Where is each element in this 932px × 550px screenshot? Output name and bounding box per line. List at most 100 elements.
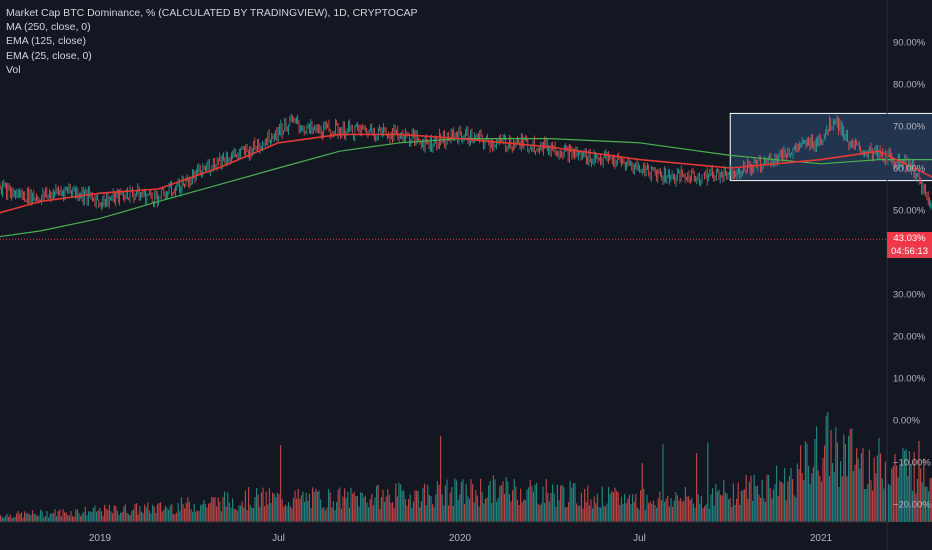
price-tick-label: −20.00% (893, 500, 931, 511)
volume-bar (105, 508, 107, 522)
volume-bar (462, 479, 464, 522)
volume-bar (699, 503, 701, 522)
ema-125-line[interactable] (0, 133, 932, 243)
volume-bar (180, 497, 182, 522)
volume-bar (790, 467, 792, 522)
volume-bar (328, 489, 330, 522)
volume-bar (289, 506, 291, 522)
volume-bar (817, 470, 819, 522)
indicator-ma-250[interactable]: MA (250, close, 0) (6, 21, 91, 34)
time-tick-label: 2020 (449, 533, 472, 544)
volume-bar (604, 506, 606, 522)
volume-bar (896, 465, 898, 522)
volume-bar (716, 491, 718, 522)
volume-bar (46, 511, 48, 522)
volume-bar (492, 475, 494, 522)
volume-bar (116, 510, 118, 522)
ma-250-line[interactable] (0, 138, 932, 244)
volume-bar (316, 491, 318, 522)
volume-bar (451, 487, 453, 522)
time-tick-label: Jul (633, 533, 646, 544)
volume-bar (417, 491, 419, 522)
volume-bar (766, 474, 768, 522)
volume-bar (921, 482, 923, 522)
volume-bar (377, 484, 379, 522)
volume-bar (83, 512, 85, 522)
volume-bar (241, 501, 243, 522)
volume-bar (752, 500, 754, 522)
volume-bar (14, 517, 16, 522)
volume-bar (97, 510, 99, 522)
volume-bar (102, 515, 104, 522)
volume-bar (393, 508, 395, 522)
volume-bar (529, 479, 531, 522)
volume-bar (38, 515, 40, 522)
volume-bar (897, 477, 899, 522)
volume-bar (825, 415, 827, 522)
indicator-ema-125[interactable]: EMA (125, close) (6, 35, 86, 48)
volume-bar (478, 506, 480, 522)
volume-bar (3, 518, 5, 522)
volume-bar (486, 497, 488, 522)
volume-bar (35, 514, 37, 522)
volume-bar (848, 435, 850, 522)
time-tick-label: 2021 (810, 533, 833, 544)
chart-legend: Market Cap BTC Dominance, % (CALCULATED … (6, 6, 418, 77)
symbol-title[interactable]: Market Cap BTC Dominance, % (CALCULATED … (6, 7, 418, 19)
price-axis[interactable]: 90.00% 80.00% 70.00% 60.00% 50.00% 30.00% 20.0… (886, 0, 931, 550)
price-tick-label: 10.00% (893, 374, 926, 385)
volume-bar (368, 507, 370, 522)
volume-bar (222, 497, 224, 522)
volume-bar (276, 492, 278, 522)
volume-bar (745, 475, 747, 522)
volume-bar (326, 507, 328, 522)
volume-bar (332, 501, 334, 522)
price-tick-label: 30.00% (893, 290, 926, 301)
volume-bar (907, 475, 909, 522)
volume-bar (430, 496, 432, 522)
volume-bar (129, 515, 131, 522)
volume-bar (849, 429, 851, 522)
volume-bar (844, 444, 846, 522)
volume-bar (576, 503, 578, 522)
volume-bar (280, 445, 282, 522)
volume-bar (179, 511, 181, 522)
indicator-volume[interactable]: Vol (6, 63, 21, 76)
volume-bar (665, 498, 667, 522)
volume-bar (560, 485, 562, 522)
volume-bar (89, 511, 91, 522)
volume-bar (547, 492, 549, 522)
time-axis[interactable]: Jul2019Jul2020Jul2021Jul2022Jul2023Jul (0, 521, 932, 544)
volume-bar (203, 500, 205, 522)
volume-bar (140, 511, 142, 522)
volume-bar (644, 510, 646, 522)
volume-bar (33, 513, 35, 522)
volume-bar (635, 494, 637, 522)
volume-bar (344, 488, 346, 522)
highlight-rectangle[interactable] (729, 112, 932, 182)
volume-bar (243, 507, 245, 522)
volume-bar (657, 498, 659, 522)
volume-bar (44, 515, 46, 522)
volume-bar (732, 483, 734, 522)
volume-bar (443, 505, 445, 522)
volume-bar (184, 508, 186, 522)
volume-bar (436, 481, 438, 522)
volume-bar (556, 484, 558, 522)
volume-bar (606, 503, 608, 522)
volume-bar (622, 504, 624, 522)
volume-bar (513, 478, 515, 522)
volume-bar (840, 461, 842, 522)
volume-bar (808, 465, 810, 522)
volume-bar (168, 509, 170, 522)
volume-bar (395, 483, 397, 522)
volume-bar (788, 476, 790, 522)
volume-bar (892, 465, 894, 522)
volume-bar (667, 495, 669, 522)
volume-bar (577, 505, 579, 522)
volume-bar (872, 490, 874, 522)
indicator-ema-25[interactable]: EMA (25, close, 0) (6, 49, 92, 62)
volume-bar (710, 494, 712, 522)
